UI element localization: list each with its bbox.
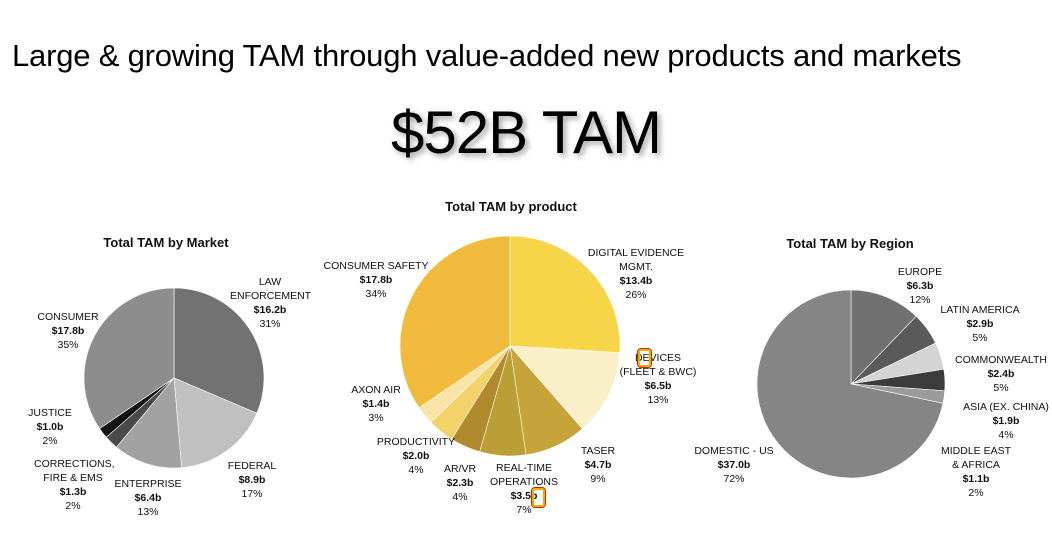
slice-label-europe: EUROPE $6.3b 12% (897, 266, 943, 306)
slice-label-latin-america: LATIN AMERICA $2.9b 5% (940, 304, 1020, 344)
slice-label-asia: ASIA (EX. CHINA) $1.9b 4% (963, 401, 1049, 441)
slice-label-consumer: CONSUMER $17.8b 35% (37, 311, 99, 351)
slice-label-digital-evidence: DIGITAL EVIDENCE MGMT. $13.4b 26% (587, 247, 685, 301)
highlight-marker (638, 349, 651, 367)
slice-label-justice: JUSTICE $1.0b 2% (28, 407, 72, 447)
slice-label-federal: FEDERAL $8.9b 17% (227, 460, 277, 500)
slice-label-ar-vr: AR/VR $2.3b 4% (443, 463, 477, 503)
slice-label-productivity: PRODUCTIVITY $2.0b 4% (376, 436, 456, 476)
pie-slice-domestic-us (756, 289, 944, 479)
pie-slice-federal (173, 377, 258, 468)
slice-label-taser: TASER $4.7b 9% (580, 445, 616, 485)
tam-total-title: $52B TAM (391, 99, 662, 166)
market-chart-title: Total TAM by Market (103, 235, 229, 250)
slice-label-domestic-us: DOMESTIC - US $37.0b 72% (694, 445, 774, 485)
slice-label-middle-east-africa: MIDDLE EAST & AFRICA $1.1b 2% (940, 445, 1011, 499)
slice-label-axon-air: AXON AIR $1.4b 3% (351, 384, 401, 424)
pie-slice-digital-evidence-mgmt (509, 235, 621, 354)
pie-slice-consumer-safety (399, 235, 511, 409)
product-chart-title: Total TAM by product (445, 199, 577, 214)
pie-slice-consumer (83, 287, 175, 429)
headline: Large & growing TAM through value-added … (12, 38, 962, 73)
slice-label-consumer-safety: CONSUMER SAFETY $17.8b 34% (323, 260, 429, 300)
slice-label-law-enforcement: LAW ENFORCEMENT $16.2b 31% (230, 276, 312, 330)
slice-label-enterprise: ENTERPRISE $6.4b 13% (114, 478, 182, 518)
highlight-marker (532, 488, 545, 507)
pie-slice-enterprise (116, 377, 182, 469)
region-chart-title: Total TAM by Region (786, 236, 914, 251)
slice-label-corrections: CORRECTIONS, FIRE & EMS $1.3b 2% (34, 458, 115, 512)
slice-label-devices: DEVICES (FLEET & BWC) $6.5b 13% (619, 352, 697, 406)
pie-slice-europe (850, 289, 917, 385)
slice-label-real-time-operations: REAL-TIME OPERATIONS $3.5b 7% (489, 462, 559, 516)
pie-slice-law-enforcement (173, 287, 265, 414)
slice-label-commonwealth: COMMONWEALTH $2.4b 5% (955, 354, 1047, 394)
pie-slice-devices-fleet-bwc (509, 345, 621, 430)
